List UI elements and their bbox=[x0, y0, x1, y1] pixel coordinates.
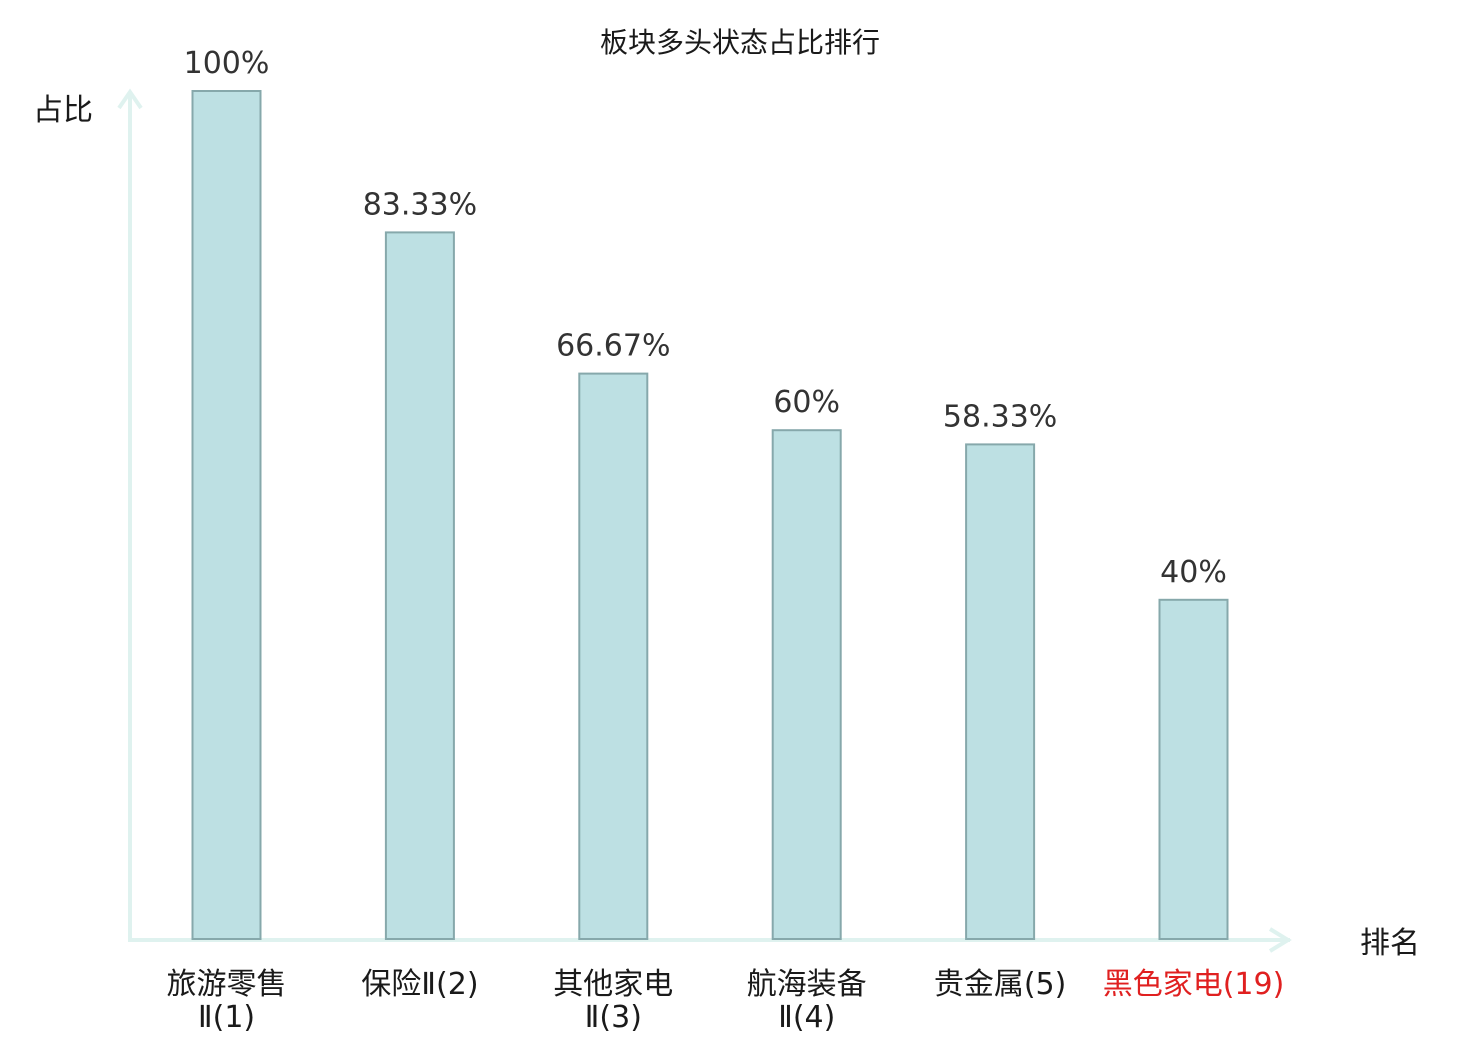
bar-6 bbox=[1158, 598, 1229, 940]
y-axis-arrow bbox=[117, 88, 143, 110]
x-axis-arrow bbox=[1268, 927, 1292, 953]
value-label-6: 40% bbox=[1160, 555, 1227, 590]
category-label-4-line-1: 航海装备 bbox=[747, 967, 867, 1002]
value-label-4: 60% bbox=[773, 385, 840, 420]
value-label-2: 83.33% bbox=[363, 187, 477, 222]
y-axis-title: 占比 bbox=[33, 93, 93, 128]
category-label-5-line-1: 贵金属(5) bbox=[934, 967, 1067, 1002]
category-label-3-line-1: 其他家电 bbox=[553, 967, 673, 1002]
value-label-1: 100% bbox=[184, 46, 270, 81]
bar-4 bbox=[771, 429, 842, 940]
value-label-5: 58.33% bbox=[943, 399, 1057, 434]
category-label-2-line-1: 保险Ⅱ(2) bbox=[361, 967, 478, 1002]
axes bbox=[117, 88, 1292, 953]
category-label-1-line-1: 旅游零售 bbox=[167, 967, 287, 1002]
bar-3 bbox=[578, 372, 649, 941]
chart-title: 板块多头状态占比排行 bbox=[600, 26, 880, 59]
category-label-4-line-2: Ⅱ(4) bbox=[778, 1000, 835, 1035]
bar-5 bbox=[965, 443, 1036, 940]
category-label-1-line-2: Ⅱ(1) bbox=[198, 1000, 255, 1035]
category-label-6-line-1: 黑色家电(19) bbox=[1103, 967, 1285, 1002]
bars bbox=[191, 90, 1229, 941]
value-label-3: 66.67% bbox=[556, 329, 670, 364]
x-axis-title: 排名 bbox=[1360, 926, 1420, 961]
value-labels: 100% 83.33% 66.67% 60% 58.33% 40% bbox=[184, 46, 1227, 590]
category-label-3-line-2: Ⅱ(3) bbox=[585, 1000, 642, 1035]
bar-2 bbox=[384, 231, 455, 940]
bar-1 bbox=[191, 90, 262, 940]
